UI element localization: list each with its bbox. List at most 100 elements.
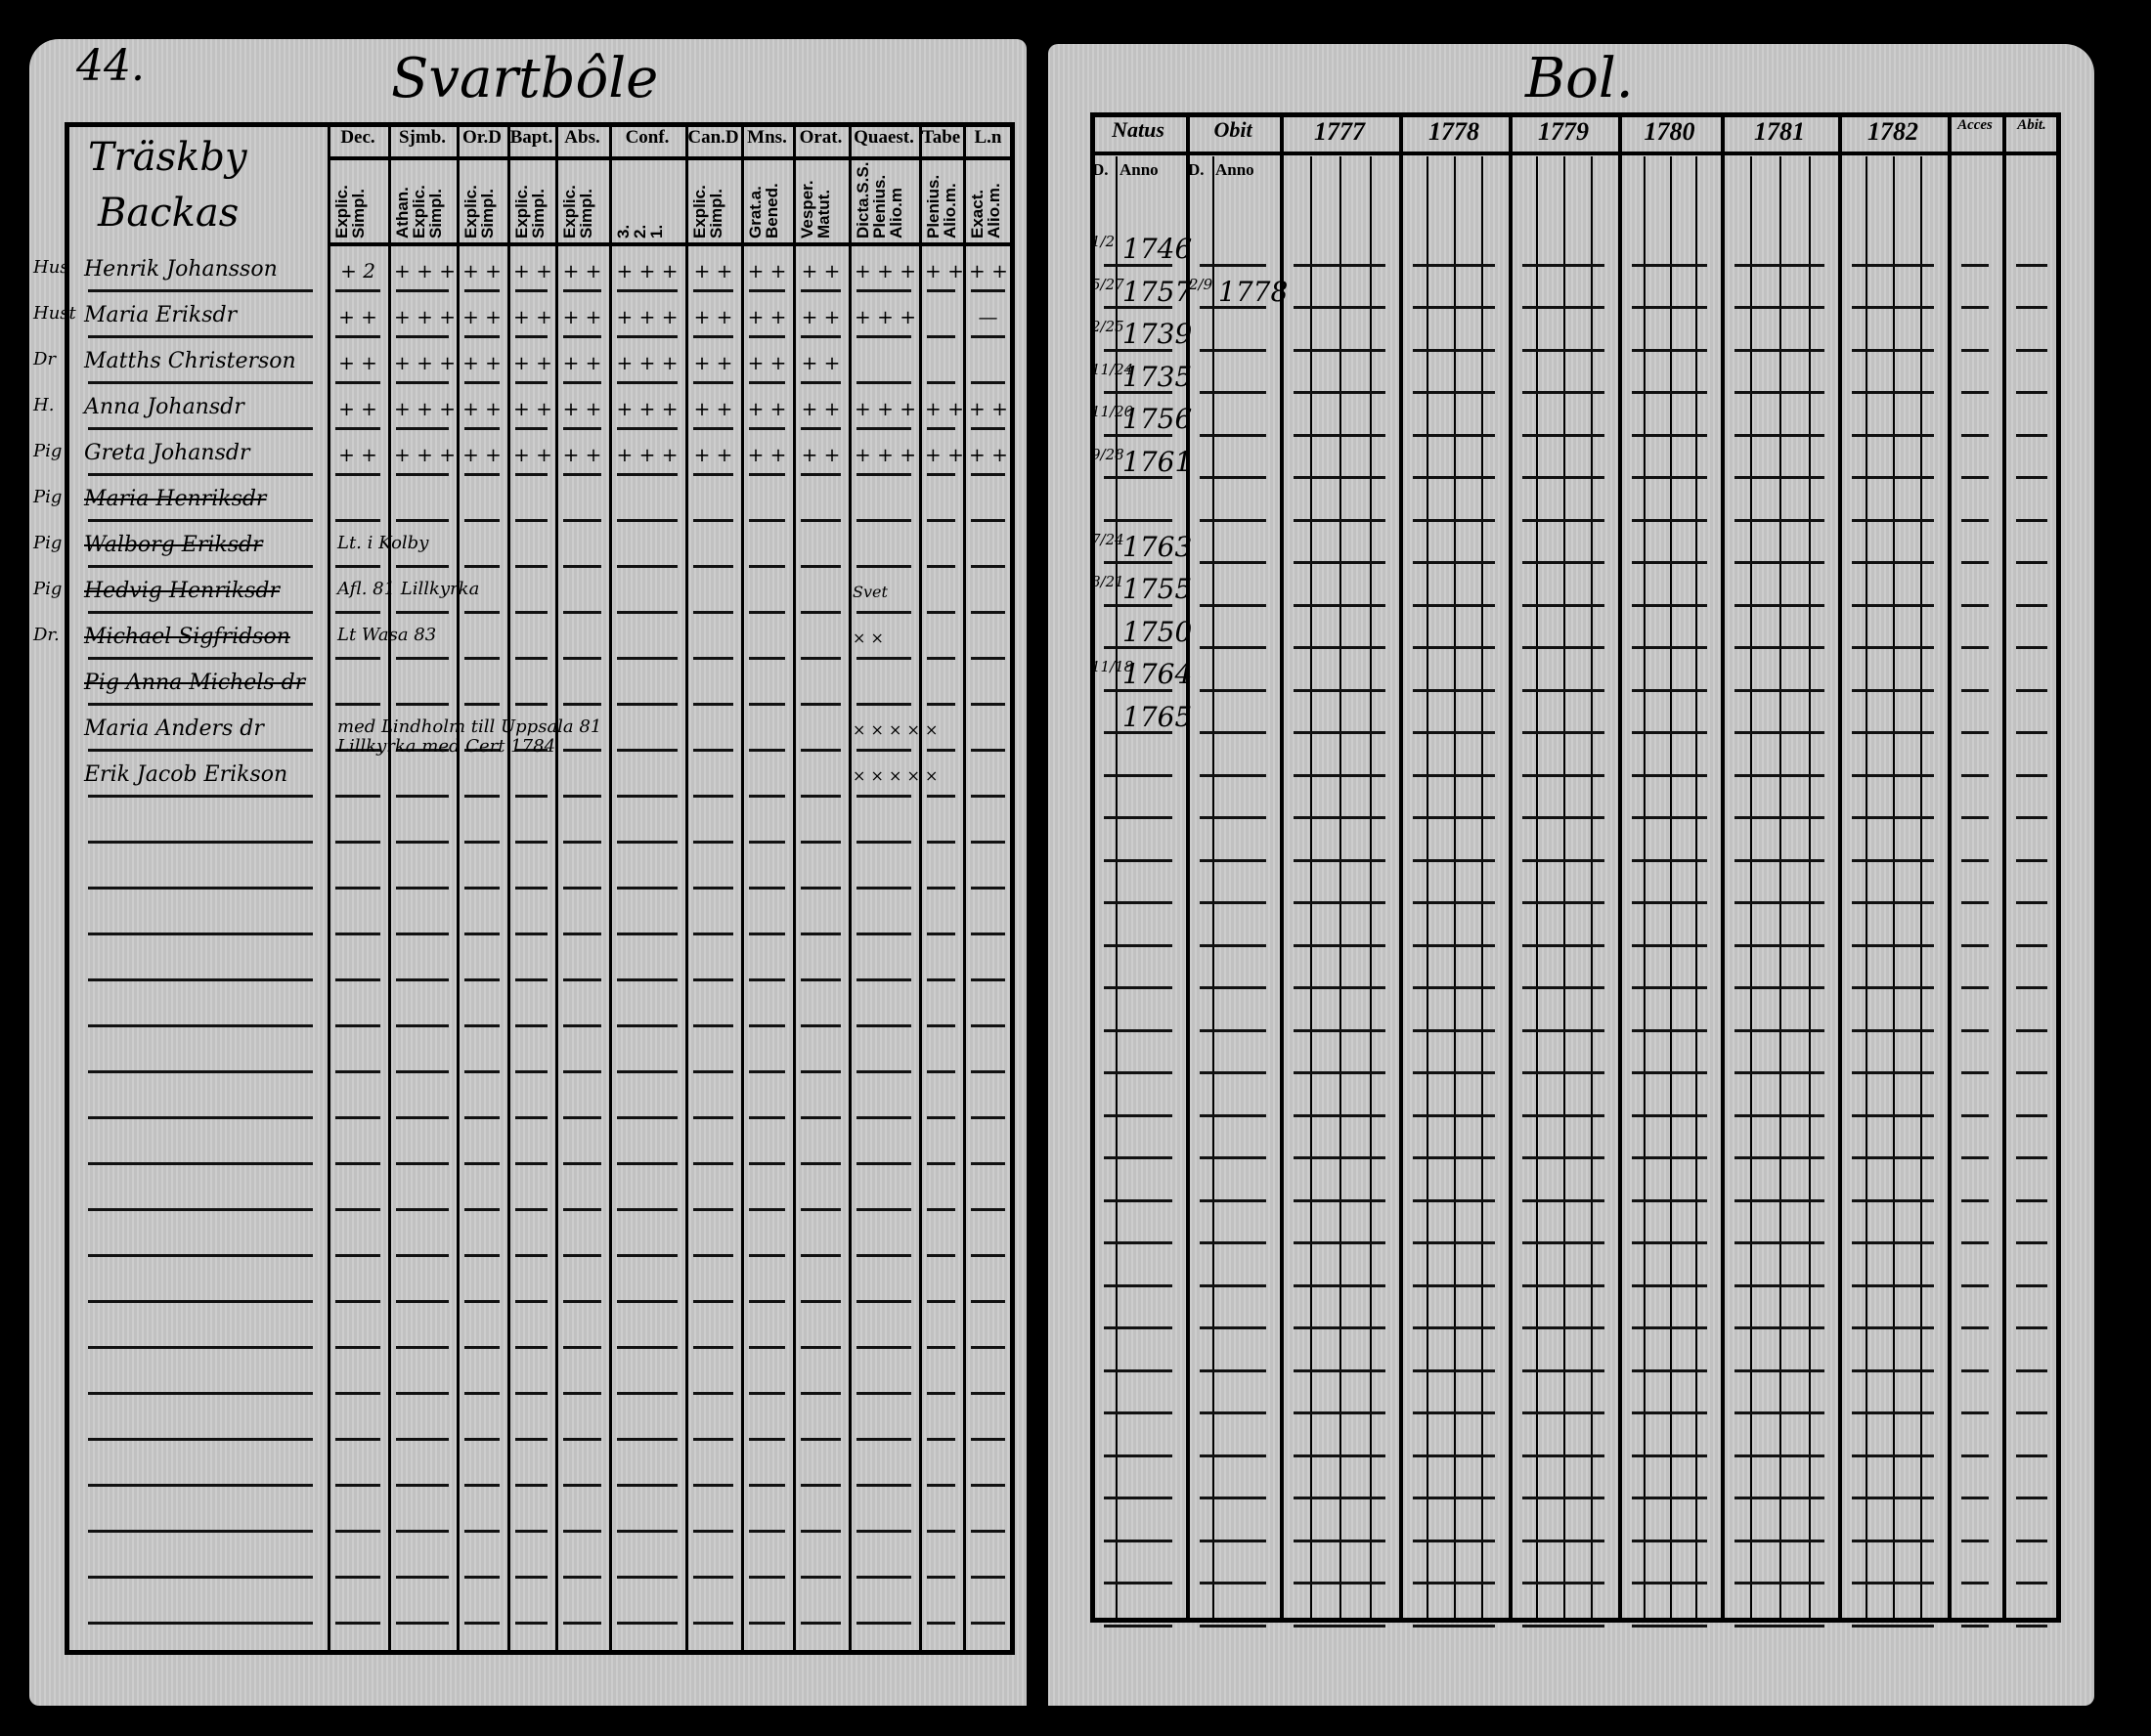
- column-header-9: Quaest.: [854, 127, 914, 148]
- right-row-line: [2016, 306, 2047, 309]
- row-name: Matths Christerson: [84, 349, 296, 373]
- right-row-line: [1200, 1113, 1266, 1117]
- natus-day: 11/18: [1091, 658, 1134, 675]
- left-row-line-cell: [927, 289, 955, 292]
- right-row-line: [1522, 1198, 1604, 1202]
- right-row-line: [1852, 1198, 1934, 1202]
- left-row-line-cell: [971, 1208, 1005, 1211]
- right-row-line: [1200, 1283, 1266, 1287]
- left-row-line-cell: [335, 1300, 380, 1303]
- subheader-day-0: D.: [1092, 160, 1109, 179]
- right-row-line: [1413, 901, 1495, 904]
- right-row-line: [1522, 1326, 1604, 1329]
- left-row-line-cell: [563, 1300, 601, 1303]
- left-row-line-cell: [464, 611, 500, 614]
- natus-year: 1735: [1122, 360, 1193, 393]
- right-column-divider: [1186, 112, 1190, 1623]
- right-row-line: [1200, 816, 1266, 819]
- row-mark: + +: [562, 259, 602, 282]
- left-row-line-cell: [856, 1576, 911, 1579]
- right-column-divider: [1618, 112, 1622, 1623]
- right-row-line: [1104, 1497, 1172, 1499]
- left-row-line-cell: [856, 657, 911, 660]
- right-row-line: [1632, 1454, 1707, 1457]
- left-row-line-cell: [801, 611, 841, 614]
- row-mark: + + +: [616, 305, 679, 328]
- year-subcolumn-divider: [1427, 156, 1428, 1623]
- right-row-line: [1522, 688, 1604, 692]
- left-row-line-cell: [617, 1530, 678, 1533]
- row-margin-note: Dr: [33, 349, 57, 369]
- right-row-line: [1413, 1198, 1495, 1202]
- right-row-line: [1961, 433, 1989, 437]
- right-row-line: [2016, 1113, 2047, 1117]
- left-row-line-cell: [464, 1254, 500, 1257]
- right-row-line: [1734, 1113, 1824, 1117]
- left-row-line-cell: [927, 795, 955, 798]
- right-row-line: [1852, 1497, 1934, 1499]
- right-row-line: [1104, 433, 1172, 437]
- right-row-line: [1734, 1368, 1824, 1372]
- right-row-line: [1632, 1368, 1707, 1372]
- right-row-line: [1104, 1283, 1172, 1287]
- left-row-line-cell: [749, 473, 785, 476]
- left-row-line-name: [88, 1208, 313, 1211]
- right-row-line: [1522, 1028, 1604, 1032]
- left-row-line-cell: [801, 887, 841, 890]
- left-row-line-cell: [801, 1392, 841, 1395]
- right-row-line: [1522, 731, 1604, 734]
- right-row-line: [1961, 1028, 1989, 1032]
- right-row-line: [1852, 1071, 1934, 1074]
- right-row-line: [1632, 1241, 1707, 1244]
- row-margin-note: H.: [33, 395, 55, 415]
- left-row-line-cell: [617, 749, 678, 752]
- column-header-11: L.n: [974, 127, 1002, 148]
- left-row-line-cell: [927, 473, 955, 476]
- year-column-header-0: Natus: [1112, 117, 1164, 142]
- row-name: Hedvig Henriksdr: [84, 579, 280, 603]
- right-row-line: [1961, 943, 1989, 947]
- left-row-line-cell: [856, 335, 911, 338]
- left-row-line-cell: [563, 1576, 601, 1579]
- left-row-line-cell: [856, 1484, 911, 1487]
- left-column-divider: [609, 122, 612, 1655]
- left-row-line-cell: [693, 841, 733, 844]
- row-mark: + + +: [616, 397, 679, 420]
- right-row-line: [1104, 1454, 1172, 1457]
- year-column-header-1: Obit: [1213, 117, 1252, 142]
- left-row-line-cell: [563, 887, 601, 890]
- right-row-line: [1734, 688, 1824, 692]
- left-row-line-cell: [464, 887, 500, 890]
- natus-day: 5/27: [1091, 275, 1124, 293]
- left-row-line-cell: [749, 1162, 785, 1165]
- left-row-line-cell: [335, 1576, 380, 1579]
- right-row-line: [1413, 1071, 1495, 1074]
- left-row-line-cell: [856, 473, 911, 476]
- row-mark: + +: [513, 397, 552, 420]
- right-row-line: [1200, 433, 1266, 437]
- right-row-line: [1734, 816, 1824, 819]
- left-row-line-cell: [335, 1484, 380, 1487]
- left-row-line-cell: [927, 887, 955, 890]
- left-row-line-cell: [971, 795, 1005, 798]
- row-margin-note: Pig: [33, 579, 63, 599]
- left-row-line-name: [88, 473, 313, 476]
- right-row-line: [1852, 943, 1934, 947]
- left-row-line-name: [88, 565, 313, 568]
- row-mark: + +: [693, 351, 733, 374]
- row-mark: + +: [693, 397, 733, 420]
- right-row-line: [2016, 348, 2047, 352]
- left-row-line-cell: [396, 1070, 449, 1073]
- year-subcolumn-divider: [1750, 156, 1752, 1623]
- right-row-line: [1200, 1497, 1266, 1499]
- right-row-line: [1200, 1241, 1266, 1244]
- left-row-line-cell: [749, 1116, 785, 1119]
- row-quaest-mark: × × × × ×: [853, 720, 939, 739]
- left-row-line-cell: [927, 1116, 955, 1119]
- left-row-line-cell: [515, 1208, 548, 1211]
- left-row-line-cell: [617, 1300, 678, 1303]
- left-row-line-cell: [856, 703, 911, 706]
- right-row-line: [1413, 1113, 1495, 1117]
- left-row-line-cell: [856, 289, 911, 292]
- right-row-line: [2016, 1624, 2047, 1628]
